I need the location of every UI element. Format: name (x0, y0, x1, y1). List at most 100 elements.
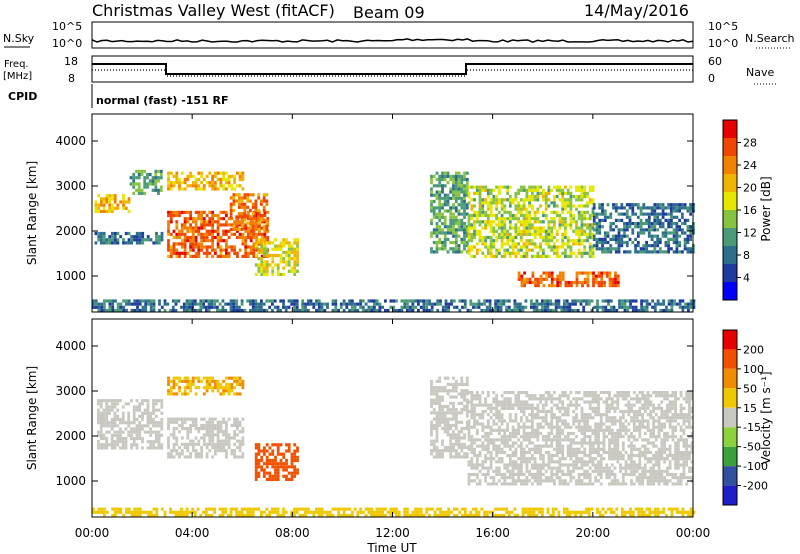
power-cell (137, 191, 141, 195)
power-cell (167, 181, 170, 185)
velocity-cell (486, 450, 490, 454)
power-cell (254, 199, 258, 203)
power-cell (254, 208, 258, 213)
velocity-cell (236, 382, 239, 387)
velocity-cell (102, 408, 106, 412)
velocity-cell (175, 376, 179, 380)
power-cell (492, 213, 496, 218)
power-cell (517, 277, 521, 281)
power-cell (246, 215, 250, 219)
velocity-cell (520, 460, 523, 464)
velocity-cell (441, 408, 444, 412)
velocity-cell (143, 411, 147, 415)
power-cell (524, 299, 528, 303)
velocity-cell (211, 376, 214, 380)
velocity-cell (467, 409, 471, 414)
velocity-cell (463, 452, 466, 456)
power-cell (463, 244, 466, 248)
power-cell (251, 302, 255, 306)
power-cell (616, 284, 620, 288)
power-cell (542, 210, 545, 214)
velocity-cell (517, 476, 520, 480)
velocity-cell (225, 382, 228, 387)
power-cell (443, 234, 447, 238)
power-cell (452, 203, 455, 207)
power-cell (554, 302, 558, 306)
power-cell (439, 302, 442, 306)
power-cell (597, 274, 601, 278)
power-cell (243, 215, 247, 219)
power-cell (463, 171, 466, 175)
power-cell (356, 302, 360, 306)
power-cell (257, 227, 261, 231)
velocity-cell (441, 439, 444, 443)
power-cell (446, 171, 450, 175)
power-cell (617, 237, 621, 241)
power-cell (105, 241, 109, 245)
velocity-cell (561, 447, 565, 451)
power-cell (667, 302, 671, 306)
power-cell (252, 254, 256, 258)
power-cell (287, 260, 291, 264)
power-cell (580, 223, 584, 227)
power-cell (154, 188, 158, 192)
velocity-cell (230, 386, 234, 390)
power-cell (583, 191, 587, 195)
power-cell (189, 245, 192, 249)
velocity-cell (183, 445, 187, 450)
power-cell (569, 191, 573, 195)
velocity-cell (571, 510, 575, 514)
velocity-cell (430, 392, 433, 396)
power-cell (517, 274, 521, 278)
power-cell (108, 200, 112, 204)
power-cell (140, 191, 144, 195)
power-cell (200, 226, 203, 230)
power-cell (240, 212, 244, 216)
power-cell (661, 234, 665, 238)
velocity-cell (99, 418, 103, 422)
velocity-cell (531, 482, 534, 486)
power-cell (681, 203, 684, 207)
power-cell (625, 203, 629, 207)
power-cell (525, 245, 529, 249)
velocity-cell (119, 433, 122, 437)
power-cell (395, 308, 398, 312)
velocity-cell (102, 418, 106, 422)
power-cell (528, 204, 531, 208)
power-cell (244, 226, 248, 230)
power-cell (296, 269, 299, 273)
velocity-cell (538, 507, 541, 511)
power-cell (561, 235, 565, 240)
power-cell (400, 305, 404, 309)
power-cell (105, 238, 109, 242)
velocity-cell (546, 507, 550, 511)
velocity-cell (465, 427, 469, 431)
power-cell (489, 210, 493, 214)
velocity-cell (539, 447, 542, 451)
velocity-cell (273, 507, 277, 511)
power-cell (457, 193, 461, 197)
power-cell (472, 302, 475, 306)
velocity-cell (169, 379, 173, 383)
power-cell (189, 210, 192, 214)
power-cell (449, 174, 453, 178)
velocity-cell (489, 428, 493, 432)
power-cell (137, 182, 141, 186)
power-cell (211, 213, 214, 218)
power-cell (149, 302, 153, 306)
power-cell (592, 237, 596, 241)
power-cell (547, 198, 551, 202)
power-cell (658, 240, 662, 245)
velocity-cell (257, 458, 261, 463)
velocity-cell (229, 510, 233, 514)
power-cell (271, 302, 274, 306)
power-cell (216, 171, 220, 175)
velocity-cell (443, 423, 447, 427)
velocity-cell (508, 469, 512, 473)
velocity-cell (449, 433, 453, 437)
power-cell (580, 254, 584, 258)
power-cell (446, 228, 450, 232)
power-cell (617, 247, 621, 251)
velocity-cell (473, 466, 476, 470)
power-cell (138, 308, 142, 312)
